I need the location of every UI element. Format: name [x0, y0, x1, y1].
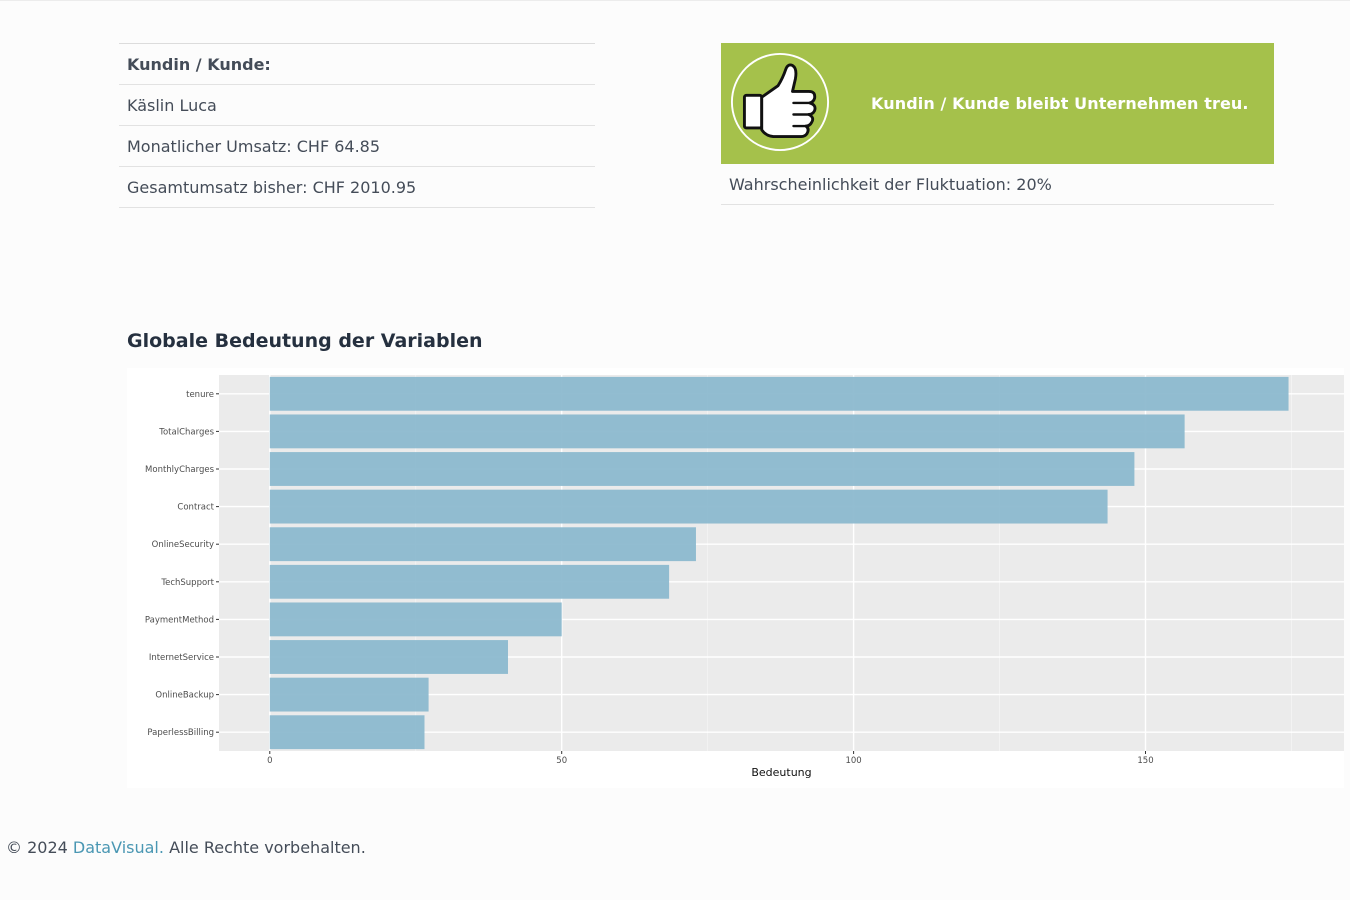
footer-brand-link[interactable]: DataVisual.	[72, 838, 164, 857]
footer-copyright: © 2024	[6, 838, 68, 857]
total-revenue: Gesamtumsatz bisher: CHF 2010.95	[119, 167, 595, 208]
y-tick-label: OnlineBackup	[155, 691, 214, 701]
y-tick-label: InternetService	[149, 653, 214, 663]
x-tick-label: 150	[1137, 756, 1153, 766]
y-tick-label: PaperlessBilling	[147, 728, 214, 738]
monthly-revenue: Monatlicher Umsatz: CHF 64.85	[119, 126, 595, 167]
bar-TechSupport	[269, 564, 670, 599]
footer: © 2024 DataVisual. Alle Rechte vorbehalt…	[6, 838, 366, 857]
top-divider	[0, 0, 1350, 1]
bar-tenure	[269, 376, 1289, 411]
y-tick-label: tenure	[186, 390, 214, 400]
bar-TotalCharges	[269, 414, 1185, 449]
importance-chart: tenure TotalCharges MonthlyCharges Contract…	[127, 368, 1344, 788]
bar-Contract	[269, 489, 1108, 524]
y-tick-label: OnlineSecurity	[152, 540, 214, 550]
bar-PaymentMethod	[269, 602, 562, 637]
thumbs-up-icon	[730, 52, 830, 152]
bar-MonthlyCharges	[269, 452, 1135, 486]
y-tick-label: TechSupport	[160, 578, 214, 588]
footer-rights: Alle Rechte vorbehalten.	[169, 838, 366, 857]
bar-OnlineSecurity	[269, 527, 696, 562]
x-tick-label: 100	[845, 756, 861, 766]
customer-name: Käslin Luca	[119, 85, 595, 126]
y-tick-label: Contract	[177, 503, 214, 513]
x-tick-label: 50	[556, 756, 567, 766]
customer-header: Kundin / Kunde:	[119, 44, 595, 85]
bar-OnlineBackup	[269, 677, 429, 712]
prediction-banner: Kundin / Kunde bleibt Unternehmen treu.	[721, 43, 1274, 164]
churn-probability: Wahrscheinlichkeit der Fluktuation: 20%	[721, 164, 1274, 205]
y-tick-label: TotalCharges	[158, 427, 214, 437]
prediction-panel: Kundin / Kunde bleibt Unternehmen treu. …	[721, 43, 1274, 205]
importance-chart-svg: tenure TotalCharges MonthlyCharges Contract…	[145, 375, 1344, 779]
x-tick-label: 0	[267, 756, 272, 766]
y-tick-label: PaymentMethod	[145, 615, 214, 625]
bar-PaperlessBilling	[269, 715, 425, 750]
customer-info-table: Kundin / Kunde: Käslin Luca Monatlicher …	[119, 43, 595, 208]
y-tick-label: MonthlyCharges	[145, 465, 215, 475]
bar-InternetService	[269, 640, 508, 674]
section-title: Globale Bedeutung der Variablen	[127, 330, 483, 352]
prediction-message: Kundin / Kunde bleibt Unternehmen treu.	[871, 94, 1249, 113]
x-axis-label: Bedeutung	[751, 766, 811, 779]
